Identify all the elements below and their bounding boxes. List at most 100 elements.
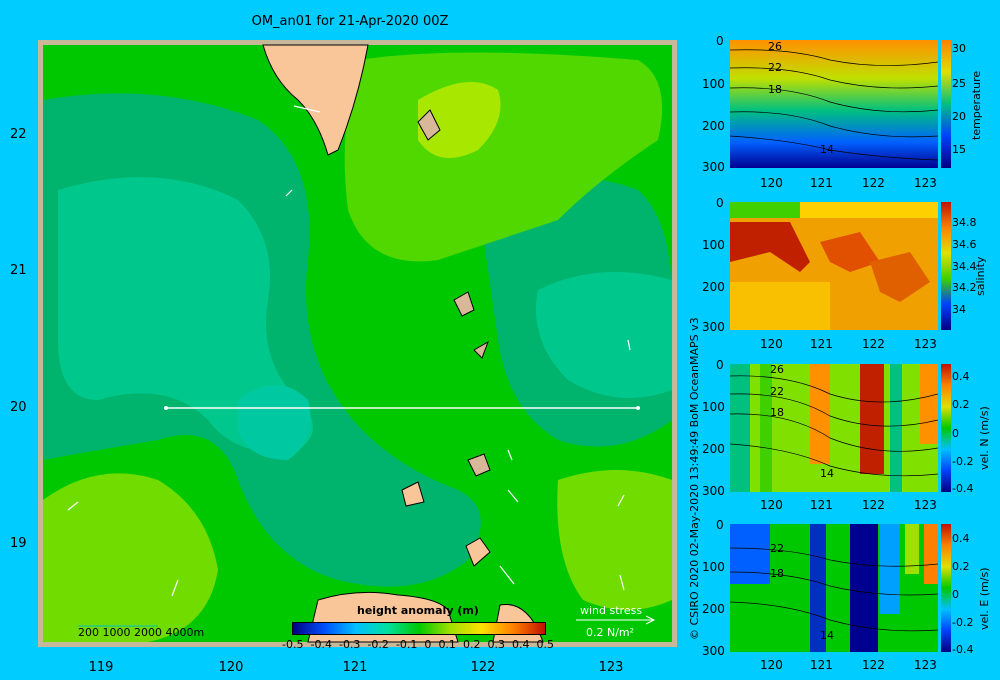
colorbar-tick: 0.4	[511, 638, 530, 651]
lon-tick: 123	[914, 176, 937, 190]
lon-tick: 121	[810, 658, 833, 672]
wind-stress-label: wind stress	[580, 604, 643, 617]
lon-tick: 120	[760, 498, 783, 512]
lat-tick: 22	[10, 127, 27, 142]
depth-tick: 0	[716, 518, 724, 532]
island	[453, 291, 475, 317]
salinity-colorbar	[941, 202, 951, 330]
map-title: OM_an01 for 21-Apr-2020 00Z	[251, 14, 449, 29]
cb-tick: 0.2	[952, 398, 970, 411]
lon-tick: 120	[218, 660, 244, 675]
island	[417, 109, 441, 141]
depth-tick: 0	[716, 358, 724, 372]
wind-vectors	[67, 105, 631, 597]
section-start	[164, 406, 168, 410]
island	[473, 340, 489, 359]
panel-label: temperature	[970, 70, 983, 140]
cb-tick: -0.4	[952, 643, 974, 656]
vel-e-section[interactable]	[730, 524, 938, 652]
temperature-section[interactable]	[730, 40, 938, 168]
contour-label: 22	[768, 61, 782, 74]
colorbar-ticks: -0.5 -0.4 -0.3 -0.2 -0.1 0 0.1 0.2 0.3 0…	[282, 638, 554, 651]
lon-tick: 123	[914, 658, 937, 672]
lon-tick: 123	[598, 660, 624, 675]
contour-label: 18	[770, 406, 784, 419]
vel-e-colorbar	[941, 524, 951, 652]
lon-tick: 120	[760, 337, 783, 351]
contour-label: 26	[770, 363, 784, 376]
contour-label: 14	[820, 143, 834, 156]
lat-tick: 21	[10, 263, 27, 278]
cb-tick: 25	[952, 77, 966, 90]
depth-tick: 0	[716, 196, 724, 210]
lon-tick: 123	[914, 498, 937, 512]
lon-tick: 120	[760, 176, 783, 190]
lon-tick: 119	[88, 660, 114, 675]
cb-tick: 0.4	[952, 532, 970, 545]
depth-tick: 100	[702, 238, 725, 252]
colorbar-tick: 0	[424, 638, 432, 651]
lat-tick: 20	[10, 400, 27, 415]
cb-tick: 0	[952, 588, 959, 601]
taiwan-land	[262, 44, 369, 156]
depth-tick: 200	[702, 119, 725, 133]
lat-tick: 19	[10, 536, 27, 551]
lon-tick: 123	[914, 337, 937, 351]
colorbar-tick: -0.4	[310, 638, 332, 651]
vel-n-colorbar	[941, 364, 951, 492]
high-anomaly-region	[557, 470, 672, 610]
cb-tick: -0.4	[952, 482, 974, 495]
lon-tick: 121	[810, 176, 833, 190]
contour-label: 14	[820, 629, 834, 642]
cb-tick: 0.2	[952, 560, 970, 573]
lowest-anomaly-region	[58, 177, 313, 452]
colorbar-title: height anomaly (m)	[357, 604, 479, 617]
copyright-note: © CSIRO 2020 02-May-2020 13:49:49 BoM Oc…	[688, 317, 701, 640]
vel-n-section[interactable]	[730, 364, 938, 492]
panel-label: vel. N (m/s)	[978, 406, 991, 470]
lon-tick: 122	[862, 498, 885, 512]
depth-tick: 300	[702, 320, 725, 334]
colorbar-tick: -0.3	[338, 638, 361, 651]
salinity-section[interactable]	[730, 202, 938, 330]
cb-tick: 34.8	[952, 216, 977, 229]
height-colorbar	[292, 622, 546, 635]
contour-label: 18	[768, 83, 782, 96]
section-end	[636, 406, 640, 410]
contour-label: 18	[770, 567, 784, 580]
wind-scale-arrow	[576, 615, 656, 625]
depth-tick: 300	[702, 644, 725, 658]
lowest-anomaly-core	[238, 385, 311, 460]
depth-tick: 100	[702, 560, 725, 574]
cb-tick: 0	[952, 427, 959, 440]
cb-tick: 15	[952, 143, 966, 156]
depth-tick: 200	[702, 602, 725, 616]
cb-tick: 30	[952, 42, 966, 55]
height-anomaly-map[interactable]	[38, 40, 677, 647]
cb-tick: 34	[952, 303, 966, 316]
depth-tick: 200	[702, 442, 725, 456]
cb-tick: -0.2	[952, 616, 974, 629]
colorbar-tick: 0.2	[462, 638, 481, 651]
temperature-colorbar	[941, 40, 951, 168]
lon-tick: 122	[862, 337, 885, 351]
colorbar-tick: -0.2	[367, 638, 389, 651]
cb-tick: 0.4	[952, 370, 970, 383]
depth-tick: 100	[702, 77, 725, 91]
high-anomaly-region	[43, 473, 218, 642]
depth-tick: 200	[702, 280, 725, 294]
lowest-anomaly-region	[536, 272, 672, 398]
colorbar-tick: 0.5	[536, 638, 555, 651]
contour-label: 22	[770, 385, 784, 398]
depth-tick: 300	[702, 160, 725, 174]
depth-tick: 0	[716, 34, 724, 48]
contour-label: 26	[768, 40, 782, 53]
lon-tick: 122	[862, 658, 885, 672]
island	[465, 537, 491, 567]
island	[467, 453, 491, 477]
contour-label: 22	[770, 542, 784, 555]
lon-tick: 122	[862, 176, 885, 190]
cb-tick: -0.2	[952, 455, 974, 468]
cb-tick: 34.2	[952, 281, 977, 294]
panel-label: vel. E (m/s)	[978, 567, 991, 630]
